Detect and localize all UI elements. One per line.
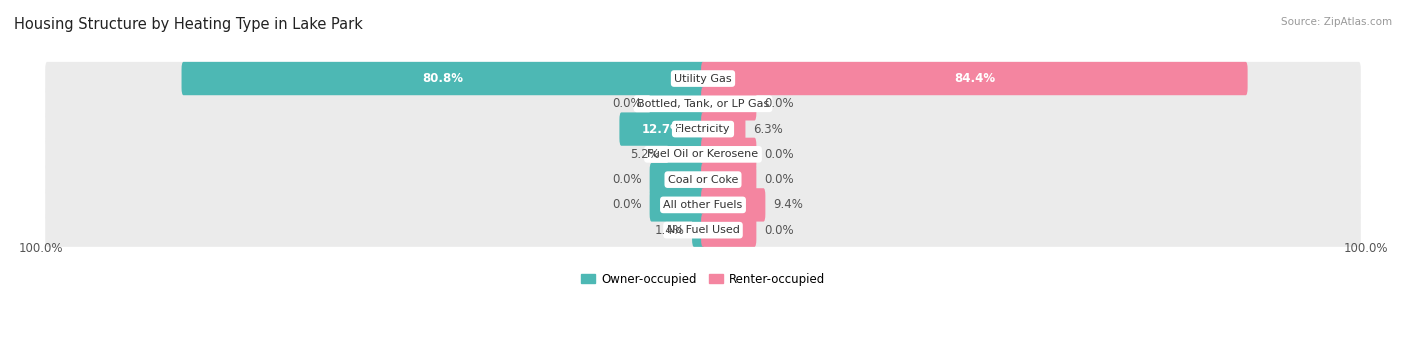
Text: 6.3%: 6.3% <box>754 123 783 136</box>
Text: Fuel Oil or Kerosene: Fuel Oil or Kerosene <box>647 149 759 159</box>
FancyBboxPatch shape <box>45 138 1361 171</box>
Text: Utility Gas: Utility Gas <box>675 73 731 84</box>
Text: Electricity: Electricity <box>675 124 731 134</box>
FancyBboxPatch shape <box>620 113 704 146</box>
Text: 0.0%: 0.0% <box>763 148 794 161</box>
FancyBboxPatch shape <box>702 214 756 247</box>
FancyBboxPatch shape <box>702 188 765 222</box>
Text: Coal or Coke: Coal or Coke <box>668 175 738 185</box>
Text: 9.4%: 9.4% <box>773 199 803 211</box>
Text: All other Fuels: All other Fuels <box>664 200 742 210</box>
Text: Source: ZipAtlas.com: Source: ZipAtlas.com <box>1281 17 1392 27</box>
FancyBboxPatch shape <box>702 113 745 146</box>
Text: 1.4%: 1.4% <box>654 224 685 237</box>
Text: 80.8%: 80.8% <box>423 72 464 85</box>
FancyBboxPatch shape <box>692 214 704 247</box>
FancyBboxPatch shape <box>650 87 704 120</box>
Text: 100.0%: 100.0% <box>1343 242 1388 255</box>
Text: 0.0%: 0.0% <box>612 97 643 110</box>
FancyBboxPatch shape <box>45 163 1361 196</box>
FancyBboxPatch shape <box>45 214 1361 247</box>
Text: No Fuel Used: No Fuel Used <box>666 225 740 235</box>
Text: 12.7%: 12.7% <box>641 123 682 136</box>
FancyBboxPatch shape <box>702 87 756 120</box>
FancyBboxPatch shape <box>45 113 1361 146</box>
FancyBboxPatch shape <box>45 87 1361 120</box>
Text: 100.0%: 100.0% <box>18 242 63 255</box>
FancyBboxPatch shape <box>181 62 704 95</box>
FancyBboxPatch shape <box>702 163 756 196</box>
FancyBboxPatch shape <box>45 188 1361 222</box>
FancyBboxPatch shape <box>650 188 704 222</box>
FancyBboxPatch shape <box>650 163 704 196</box>
FancyBboxPatch shape <box>45 62 1361 95</box>
Text: 0.0%: 0.0% <box>763 173 794 186</box>
Text: 0.0%: 0.0% <box>763 97 794 110</box>
Text: 0.0%: 0.0% <box>612 173 643 186</box>
Text: Bottled, Tank, or LP Gas: Bottled, Tank, or LP Gas <box>637 99 769 109</box>
Text: 5.2%: 5.2% <box>630 148 659 161</box>
Text: Housing Structure by Heating Type in Lake Park: Housing Structure by Heating Type in Lak… <box>14 17 363 32</box>
FancyBboxPatch shape <box>702 62 1247 95</box>
FancyBboxPatch shape <box>702 138 756 171</box>
Text: 84.4%: 84.4% <box>953 72 995 85</box>
FancyBboxPatch shape <box>668 138 704 171</box>
Text: 0.0%: 0.0% <box>612 199 643 211</box>
Legend: Owner-occupied, Renter-occupied: Owner-occupied, Renter-occupied <box>576 268 830 290</box>
Text: 0.0%: 0.0% <box>763 224 794 237</box>
